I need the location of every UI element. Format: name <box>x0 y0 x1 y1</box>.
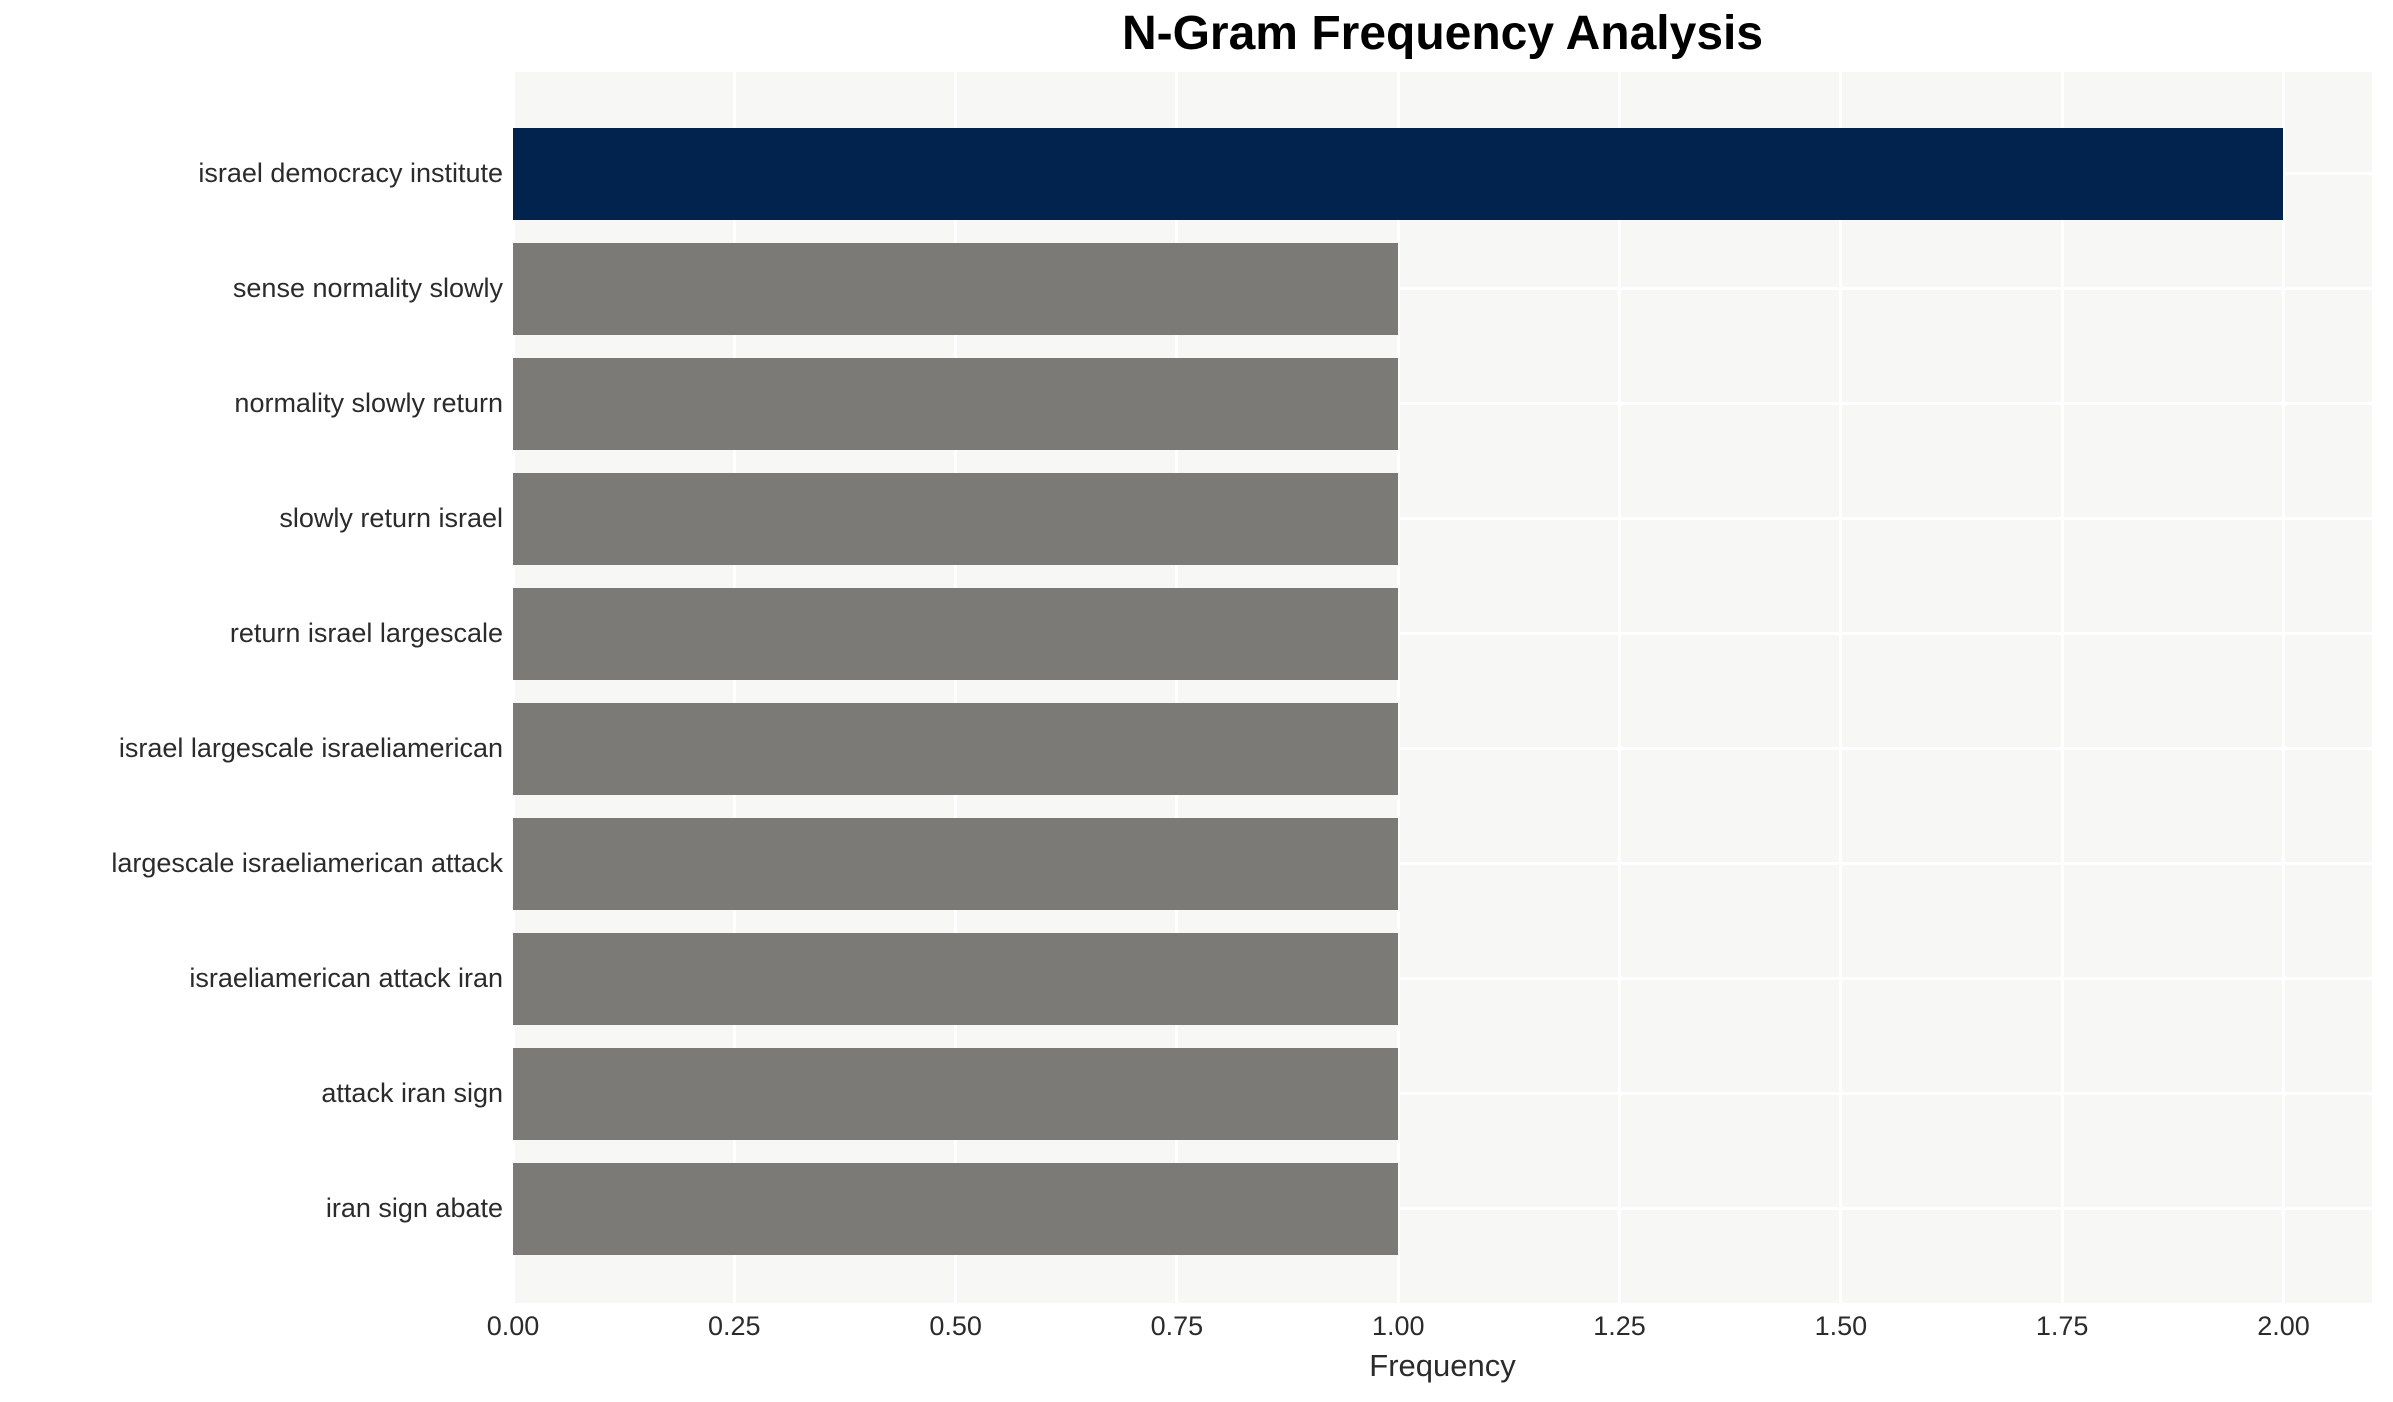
vertical-gridline <box>1396 72 1400 1303</box>
y-tick-label: largescale israeliamerican attack <box>111 847 503 878</box>
bar-slowly-return-israel <box>513 472 1399 565</box>
vertical-gridline <box>954 72 958 1303</box>
bar-iran-sign-abate <box>513 1162 1399 1255</box>
vertical-gridline <box>2281 72 2285 1303</box>
x-tick-label: 1.50 <box>1814 1311 1868 1341</box>
bar-attack-iran-sign <box>513 1047 1399 1140</box>
bar-sense-normality-slowly <box>513 242 1399 335</box>
x-axis-label: Frequency <box>1369 1348 1516 1383</box>
bar-israel-largescale-israeliamerican <box>513 702 1399 795</box>
horizontal-gridline <box>513 977 2372 980</box>
horizontal-gridline <box>513 402 2372 405</box>
x-tick-label: 1.00 <box>1371 1311 1425 1341</box>
plot-area <box>511 72 2372 1303</box>
vertical-gridline <box>1839 72 1843 1303</box>
x-tick-label: 2.00 <box>2257 1311 2310 1341</box>
chart-title: N-Gram Frequency Analysis <box>1121 7 1764 60</box>
horizontal-gridline <box>513 287 2372 290</box>
bar-return-israel-largescale <box>513 587 1399 680</box>
y-tick-label: israel democracy institute <box>198 157 503 188</box>
horizontal-gridline <box>513 1092 2372 1095</box>
horizontal-gridline <box>513 1207 2372 1210</box>
x-tick-label: 0.00 <box>486 1311 540 1341</box>
x-tick-label: 0.50 <box>929 1311 982 1341</box>
vertical-gridline <box>511 72 515 1303</box>
horizontal-gridline <box>513 747 2372 750</box>
y-tick-label: israel largescale israeliamerican <box>118 732 503 763</box>
vertical-gridline <box>1175 72 1179 1303</box>
y-tick-label: israeliamerican attack iran <box>189 962 503 993</box>
bar-normality-slowly-return <box>513 357 1399 450</box>
y-tick-label: sense normality slowly <box>232 272 503 303</box>
horizontal-gridline <box>513 632 2372 635</box>
y-tick-label: attack iran sign <box>321 1077 503 1108</box>
vertical-gridline <box>1618 72 1622 1303</box>
y-tick-label: return israel largescale <box>229 617 503 648</box>
x-tick-label: 0.75 <box>1150 1311 1204 1341</box>
bar-israel-democracy-institute <box>513 127 2284 220</box>
bar-largescale-israeliamerican-attack <box>513 817 1399 910</box>
bar-israeliamerican-attack-iran <box>513 932 1399 1025</box>
x-tick-label: 0.25 <box>708 1311 761 1341</box>
y-tick-label: slowly return israel <box>279 502 503 533</box>
vertical-gridline <box>732 72 736 1303</box>
x-tick-label: 1.75 <box>2035 1311 2089 1341</box>
y-tick-label: iran sign abate <box>325 1192 503 1223</box>
x-tick-label: 1.25 <box>1593 1311 1646 1341</box>
vertical-gridline <box>2060 72 2064 1303</box>
horizontal-gridline <box>513 517 2372 520</box>
y-tick-label: normality slowly return <box>234 387 503 418</box>
horizontal-gridline <box>513 862 2372 865</box>
